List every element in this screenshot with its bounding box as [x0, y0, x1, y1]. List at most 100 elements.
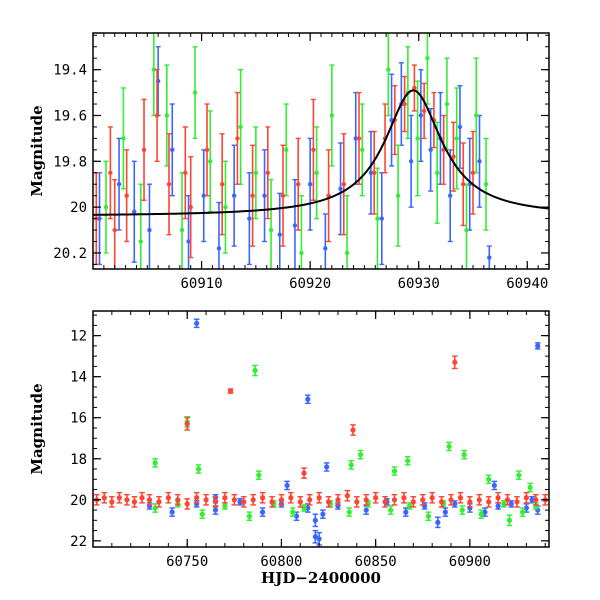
data-point [316, 495, 322, 501]
data-point [284, 147, 289, 153]
data-point [495, 495, 501, 501]
data-point [101, 495, 107, 501]
data-point [451, 154, 456, 159]
data-point [311, 147, 316, 153]
data-point [165, 495, 171, 501]
data-point [201, 193, 206, 198]
data-point [112, 227, 117, 233]
data-point [457, 124, 463, 130]
y-tick-label: 20.2 [53, 246, 87, 262]
data-point [486, 499, 492, 505]
data-point [520, 509, 526, 515]
x-tick-label: 60930 [398, 276, 440, 292]
data-point [487, 255, 492, 260]
data-point [329, 113, 335, 118]
data-point [523, 495, 529, 501]
data-point [527, 484, 533, 491]
data-point [265, 170, 270, 175]
data-point [152, 505, 158, 511]
data-point [523, 505, 529, 511]
data-point [461, 452, 467, 458]
data-point [535, 343, 541, 349]
data-point [220, 182, 225, 187]
data-point [222, 503, 228, 509]
data-point [280, 193, 286, 198]
data-point [402, 101, 407, 107]
data-point [297, 499, 303, 505]
data-point [452, 359, 458, 365]
data-point [141, 147, 147, 153]
data-point [175, 497, 181, 503]
data-point [216, 246, 222, 251]
data-point [353, 136, 358, 141]
data-point [478, 511, 484, 517]
top-y-axis-title: Magnitude [28, 105, 46, 196]
data-point [434, 170, 440, 175]
data-point [391, 468, 398, 474]
data-point [420, 497, 426, 503]
data-point [438, 499, 445, 505]
data-point [268, 227, 274, 233]
data-point [138, 239, 143, 244]
x-tick-label: 60910 [180, 276, 222, 292]
data-point [231, 497, 237, 503]
data-point [103, 204, 109, 210]
data-point [262, 193, 267, 198]
data-point [486, 476, 492, 482]
top-model-curve [93, 89, 549, 216]
data-point [170, 147, 175, 153]
data-point [299, 250, 304, 256]
data-point [395, 193, 401, 198]
data-point [474, 113, 479, 118]
data-point [296, 182, 301, 187]
data-point [461, 182, 466, 187]
data-point [124, 193, 129, 198]
y-tick-label: 12 [70, 329, 87, 345]
data-point [508, 501, 514, 507]
x-tick-label: 60850 [355, 554, 397, 570]
data-point [354, 499, 360, 505]
data-point [516, 472, 522, 478]
data-point [363, 507, 369, 513]
data-point [183, 170, 188, 175]
data-point [435, 519, 441, 525]
data-point [237, 499, 243, 505]
data-point [241, 499, 247, 505]
data-point [491, 482, 497, 489]
data-point [164, 113, 170, 118]
x-tick-label: 60800 [260, 554, 302, 570]
data-point [344, 250, 350, 256]
data-point [325, 499, 332, 505]
data-point [235, 136, 240, 141]
data-point [246, 513, 252, 519]
data-point [227, 388, 234, 394]
data-point [429, 495, 435, 501]
data-point [307, 497, 313, 503]
data-point [346, 509, 352, 515]
top-data-points [93, 33, 492, 269]
data-point [139, 495, 145, 501]
data-point [186, 239, 191, 244]
y-tick-label: 19.4 [53, 63, 87, 79]
data-point [360, 147, 365, 153]
data-point [344, 493, 350, 499]
data-point [292, 223, 298, 228]
data-point [223, 204, 228, 210]
data-point [425, 513, 432, 519]
data-point [444, 101, 450, 107]
data-point [448, 193, 453, 198]
data-point [154, 113, 160, 118]
data-point [208, 159, 213, 164]
data-point [320, 511, 326, 517]
data-point [307, 182, 313, 187]
data-point [152, 460, 158, 466]
data-point [425, 56, 430, 61]
top-plot-frame [92, 32, 550, 270]
data-point [116, 495, 122, 501]
data-point [373, 495, 379, 501]
y-tick-label: 19.6 [53, 108, 87, 124]
data-point [388, 507, 394, 513]
y-tick-label: 14 [70, 370, 87, 386]
data-point [250, 497, 256, 503]
data-point [341, 182, 346, 187]
